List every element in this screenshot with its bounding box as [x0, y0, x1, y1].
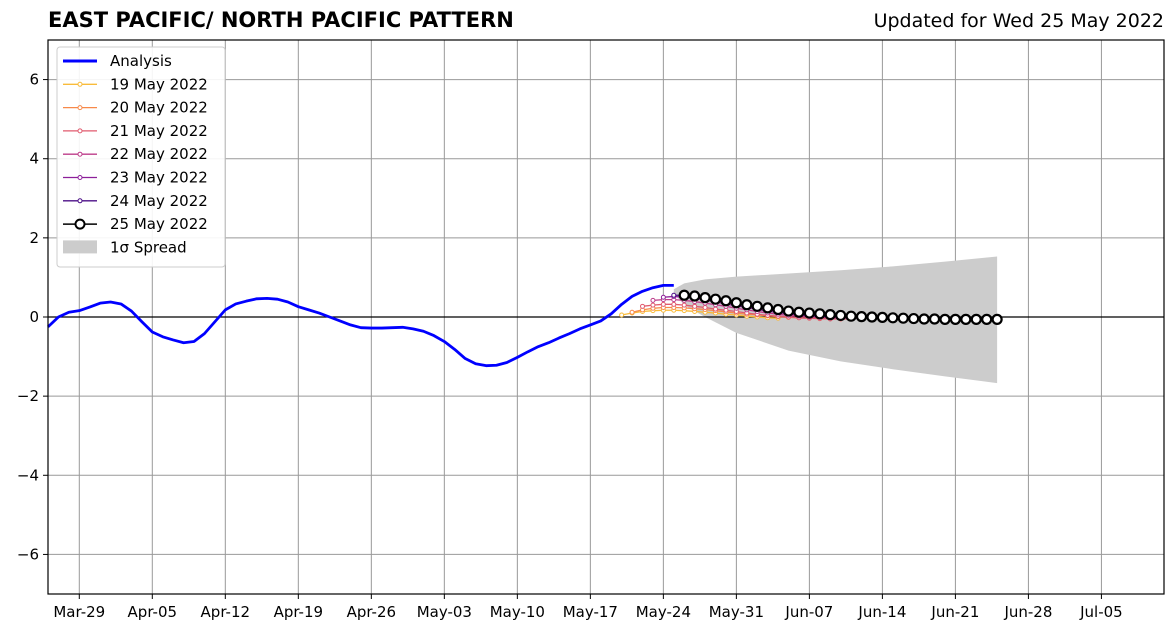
forecast-point — [723, 307, 729, 313]
x-tick-label: May-31 — [709, 603, 764, 621]
current-forecast-point — [887, 312, 899, 324]
legend-label: 1σ Spread — [110, 238, 187, 256]
current-forecast-point — [981, 313, 993, 325]
current-forecast-point — [897, 312, 909, 324]
forecast-line-0 — [621, 309, 779, 319]
current-forecast-point — [782, 305, 795, 317]
legend-label: 23 May 2022 — [110, 169, 208, 187]
x-tick-label: Jun-21 — [930, 603, 979, 621]
x-tick-label: Jul-05 — [1079, 603, 1123, 621]
legend: Analysis 19 May 2022 20 May 2022 21 May 202… — [56, 46, 226, 268]
x-tick-label: Apr-19 — [274, 603, 324, 621]
current-forecast-point — [918, 313, 930, 325]
x-tick-label: Apr-26 — [347, 603, 397, 621]
x-tick-label: Jun-28 — [1003, 603, 1052, 621]
x-tick-label: May-17 — [563, 603, 618, 621]
series-lines — [47, 283, 1003, 368]
x-tick-label: Jun-14 — [857, 603, 906, 621]
current-forecast-point — [824, 309, 836, 321]
forecast-point — [671, 292, 677, 298]
legend-handle-marker — [74, 218, 86, 230]
current-forecast-point — [678, 289, 690, 301]
chart-title: EAST PACIFIC/ NORTH PACIFIC PATTERN — [48, 8, 514, 32]
legend-handle-marker — [77, 198, 83, 204]
legend-label: 24 May 2022 — [110, 192, 208, 210]
legend-label: 19 May 2022 — [110, 75, 208, 93]
current-forecast-point — [991, 313, 1003, 325]
current-forecast-point — [835, 309, 847, 322]
legend-handle-marker — [77, 151, 83, 157]
current-forecast-point — [876, 311, 888, 323]
current-forecast-point — [960, 313, 972, 325]
analysis-line — [47, 283, 674, 368]
current-forecast-point — [855, 311, 868, 323]
current-forecast-point — [949, 313, 962, 325]
current-forecast-point — [762, 302, 774, 314]
current-forecast-point — [751, 300, 763, 312]
current-forecast-point — [689, 290, 701, 302]
x-tick-label: Apr-12 — [201, 603, 251, 621]
forecast-point — [692, 303, 698, 309]
legend-handle-marker — [77, 81, 83, 87]
forecast-point — [640, 303, 646, 309]
forecast-point — [629, 309, 635, 315]
current-forecast-point — [908, 312, 920, 325]
legend-handle-marker — [77, 105, 83, 111]
forecast-point — [702, 305, 708, 311]
forecast-point — [660, 301, 666, 307]
current-forecast-point — [720, 295, 732, 307]
current-forecast-point — [939, 313, 951, 325]
forecast-point — [650, 302, 656, 308]
legend-label: 20 May 2022 — [110, 99, 208, 117]
y-tick-label: −2 — [17, 387, 39, 405]
forecast-point — [681, 302, 687, 308]
legend-handle-spread — [63, 240, 97, 254]
forecast-point — [650, 297, 656, 303]
legend-handle-marker — [77, 128, 83, 134]
forecast-point — [619, 312, 625, 318]
current-forecast-point — [970, 313, 982, 325]
legend-label: 22 May 2022 — [110, 145, 208, 163]
current-forecast-point — [793, 306, 805, 318]
current-forecast-point — [741, 299, 753, 311]
y-tick-label: 4 — [29, 150, 39, 168]
legend-handle-marker — [77, 175, 83, 180]
spread-band — [673, 256, 998, 384]
current-forecast-point — [866, 311, 878, 323]
current-forecast-point — [699, 292, 711, 304]
y-tick-label: 6 — [29, 71, 39, 89]
legend-label: 21 May 2022 — [110, 122, 208, 140]
current-forecast-point — [772, 303, 784, 316]
x-tick-label: May-24 — [636, 603, 691, 621]
x-tick-label: May-10 — [490, 603, 545, 621]
current-forecast-point — [814, 308, 826, 320]
x-tick-label: Apr-05 — [128, 603, 178, 621]
x-tick-label: Mar-29 — [53, 603, 105, 621]
y-tick-label: 0 — [29, 308, 39, 326]
updated-date: Updated for Wed 25 May 2022 — [873, 10, 1164, 32]
current-forecast-point — [803, 307, 815, 319]
legend-label: 25 May 2022 — [110, 215, 208, 233]
forecast-point — [660, 294, 666, 300]
x-tick-label: Jun-07 — [784, 603, 833, 621]
y-tick-label: −6 — [17, 545, 39, 563]
x-tick-label: May-03 — [417, 603, 472, 621]
y-tick-label: 2 — [29, 229, 39, 247]
current-forecast-point — [709, 293, 722, 305]
y-tick-label: −4 — [17, 466, 39, 484]
forecast-point — [713, 306, 719, 312]
current-forecast-point — [928, 313, 941, 325]
current-forecast-point — [845, 310, 857, 322]
legend-box — [56, 46, 226, 268]
current-forecast-point — [730, 297, 742, 309]
forecast-point — [671, 301, 677, 307]
legend-label: Analysis — [110, 52, 172, 70]
spread-area — [673, 256, 998, 384]
axes: Mar-29 Apr-05 Apr-12 Apr-19 Apr-26 May-03 May-… — [17, 39, 1165, 621]
